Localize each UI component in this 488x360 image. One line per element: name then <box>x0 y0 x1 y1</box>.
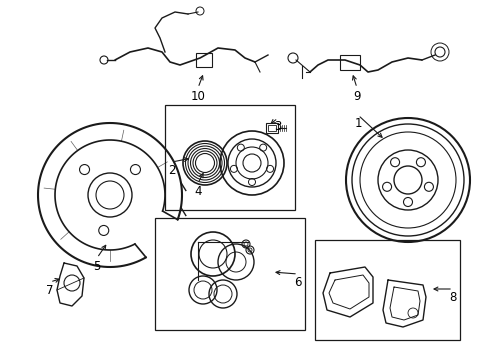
Text: 10: 10 <box>190 90 205 103</box>
Bar <box>164 105 294 210</box>
Text: 6: 6 <box>294 276 301 289</box>
Bar <box>265 123 278 133</box>
Bar <box>314 240 459 340</box>
Bar <box>196 53 212 67</box>
Bar <box>155 218 305 330</box>
Text: 7: 7 <box>46 284 54 297</box>
Bar <box>339 55 359 70</box>
Text: 5: 5 <box>93 260 101 273</box>
Bar <box>267 125 275 131</box>
Text: 4: 4 <box>194 185 202 198</box>
Text: 3: 3 <box>274 120 281 133</box>
Text: 1: 1 <box>353 117 361 130</box>
Text: 8: 8 <box>448 291 456 304</box>
Text: 2: 2 <box>168 164 175 177</box>
Text: 9: 9 <box>352 90 360 103</box>
